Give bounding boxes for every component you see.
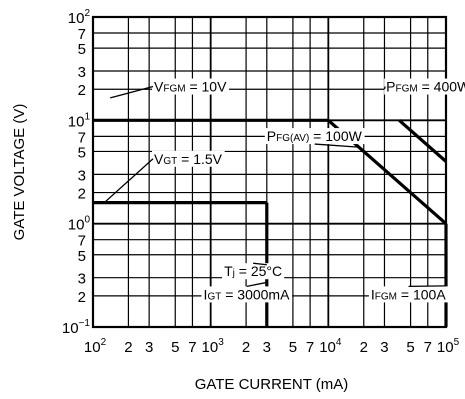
y-tick-label: 100 xyxy=(68,215,91,234)
y-tick-label: 102 xyxy=(68,8,91,27)
annotation-tj: Tj = 25°C xyxy=(222,262,285,280)
x-tick-label: 2 xyxy=(360,339,368,356)
annotation-leader xyxy=(314,143,359,148)
x-tick-label: 3 xyxy=(263,339,271,356)
annotation-text: IFGM = 100A xyxy=(371,286,446,302)
x-tick-label: 7 xyxy=(424,339,432,356)
x-axis-label: GATE CURRENT (mA) xyxy=(195,376,349,393)
y-tick-label: 101 xyxy=(68,111,91,130)
x-tick-label: 105 xyxy=(437,337,460,356)
annotation-leader xyxy=(246,281,267,288)
annotation-leader xyxy=(110,85,154,99)
annotation-leader xyxy=(253,262,267,266)
annotation-leader xyxy=(408,285,447,288)
x-tick-label: 7 xyxy=(188,339,196,356)
annotation-pfgav: PFG(AV) = 100W xyxy=(264,128,365,148)
x-tick-label: 103 xyxy=(202,337,225,356)
annotation-text: VFGM = 10V xyxy=(154,79,227,95)
annotation-text: PFG(AV) = 100W xyxy=(267,128,363,144)
y-tick-label: 5 xyxy=(78,41,86,58)
annotation-pfgm: PFGM = 400W xyxy=(383,78,465,95)
annotation-background xyxy=(264,128,365,145)
annotation-background xyxy=(368,286,449,303)
annotation-text: Tj = 25°C xyxy=(224,263,282,279)
annotation-background xyxy=(384,78,465,95)
series-line xyxy=(398,119,448,163)
annotation-igt: IGT = 3000mA xyxy=(201,281,293,303)
y-tick-label: 7 xyxy=(78,129,86,146)
annotations: VFGM = 10V PFGM = 400W PFG(AV) = 100W VGT =… xyxy=(103,78,465,303)
grid xyxy=(93,17,446,327)
plot-frame xyxy=(91,15,448,329)
annotation-background xyxy=(201,286,293,303)
y-tick-label: 5 xyxy=(78,144,86,161)
x-tick-label: 7 xyxy=(306,339,314,356)
x-tick-label: 3 xyxy=(380,339,388,356)
y-tick-label: 3 xyxy=(78,64,86,81)
annotation-background xyxy=(152,78,230,95)
y-tick-label: 2 xyxy=(78,289,86,306)
x-tick-label: 5 xyxy=(289,339,297,356)
annotation-background xyxy=(222,263,285,280)
annotation-background xyxy=(152,150,225,167)
x-tick-label: 102 xyxy=(84,337,107,356)
x-tick-label: 5 xyxy=(406,339,414,356)
x-tick-label: 2 xyxy=(124,339,132,356)
annotation-text: VGT = 1.5V xyxy=(154,151,223,167)
x-tick-labels: 102 2 3 5 7 103 2 3 5 7 104 2 3 5 7 105 xyxy=(84,337,460,356)
y-tick-label: 7 xyxy=(78,26,86,43)
y-tick-label: 5 xyxy=(78,248,86,265)
y-tick-label: 7 xyxy=(78,233,86,250)
annotation-leader xyxy=(383,86,386,90)
y-axis-label: GATE VOLTAGE (V) xyxy=(11,104,28,241)
x-tick-label: 3 xyxy=(145,339,153,356)
y-tick-label: 2 xyxy=(78,82,86,99)
annotation-vfgm: VFGM = 10V xyxy=(110,78,230,99)
annotation-ifgm: IFGM = 100A xyxy=(368,285,449,303)
x-tick-label: 104 xyxy=(319,337,342,356)
annotation-text: PFGM = 400W xyxy=(386,79,465,95)
x-tick-label: 5 xyxy=(171,339,179,356)
y-tick-label: 2 xyxy=(78,186,86,203)
annotation-leader xyxy=(103,158,154,204)
y-tick-label: 3 xyxy=(78,271,86,288)
annotation-vgt: VGT = 1.5V xyxy=(103,150,225,204)
y-tick-label: 3 xyxy=(78,167,86,184)
x-tick-label: 2 xyxy=(242,339,250,356)
y-tick-label: 10−1 xyxy=(62,318,91,337)
annotation-text: IGT = 3000mA xyxy=(204,286,291,302)
